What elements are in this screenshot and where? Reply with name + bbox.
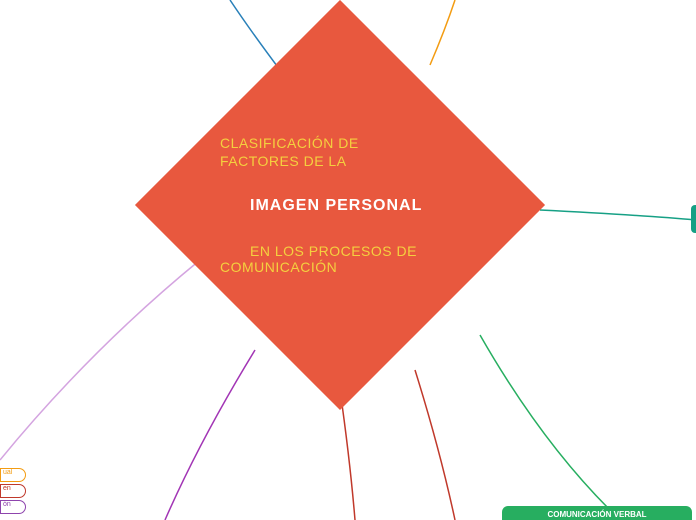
title-line-3: EN LOS PROCESOS DE <box>220 243 460 259</box>
title-line-4: COMUNICACIÓN <box>220 259 460 275</box>
title-main: IMAGEN PERSONAL <box>220 197 460 215</box>
branch-node-verbal[interactable]: COMUNICACIÓN VERBAL <box>502 506 692 520</box>
partial-node-right <box>691 205 696 233</box>
partial-nodes-left: ual en ón <box>0 468 26 514</box>
mindmap-canvas: CLASIFICACIÓN DE FACTORES DE LA IMAGEN P… <box>0 0 696 520</box>
branch-node-label: COMUNICACIÓN VERBAL <box>547 510 646 519</box>
central-node[interactable]: CLASIFICACIÓN DE FACTORES DE LA IMAGEN P… <box>135 0 545 410</box>
partial-node-item: ual <box>0 468 26 482</box>
title-line-1: CLASIFICACIÓN DE <box>220 135 460 151</box>
title-line-2: FACTORES DE LA <box>220 153 460 169</box>
central-node-content: CLASIFICACIÓN DE FACTORES DE LA IMAGEN P… <box>210 125 470 285</box>
partial-node-item: ón <box>0 500 26 514</box>
partial-node-item: en <box>0 484 26 498</box>
